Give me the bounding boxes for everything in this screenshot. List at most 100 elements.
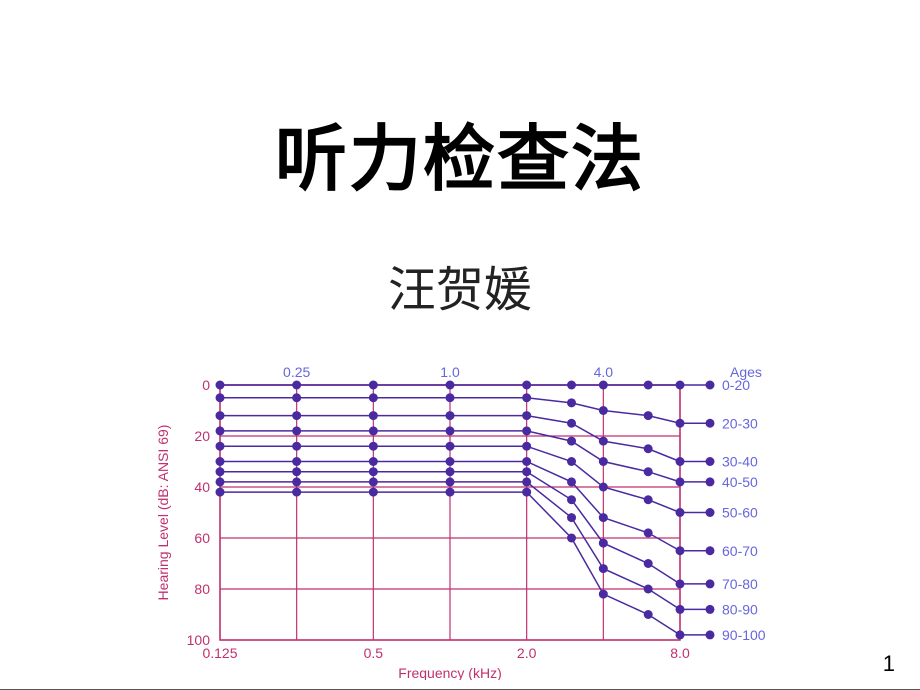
x-tick-top-label: 0.25 <box>283 364 310 380</box>
data-marker <box>599 483 608 492</box>
data-marker <box>216 411 225 420</box>
data-marker <box>369 426 378 435</box>
data-marker <box>216 477 225 486</box>
data-marker <box>599 406 608 415</box>
data-marker <box>567 437 576 446</box>
x-tick-bottom-label: 2.0 <box>517 645 537 661</box>
data-marker <box>446 442 455 451</box>
legend-label: 50-60 <box>722 505 758 521</box>
data-marker <box>216 393 225 402</box>
data-marker <box>567 534 576 543</box>
data-marker <box>644 585 653 594</box>
data-marker <box>599 564 608 573</box>
legend-label: 20-30 <box>722 415 758 431</box>
data-marker <box>567 477 576 486</box>
data-marker <box>599 513 608 522</box>
x-tick-top-label: 4.0 <box>594 364 614 380</box>
data-marker <box>522 411 531 420</box>
data-marker <box>644 559 653 568</box>
data-marker <box>522 488 531 497</box>
data-marker <box>644 495 653 504</box>
legend-label: 90-100 <box>722 627 766 643</box>
data-marker <box>216 426 225 435</box>
data-marker <box>522 457 531 466</box>
data-marker <box>644 411 653 420</box>
data-marker <box>292 477 301 486</box>
data-marker <box>369 477 378 486</box>
data-marker <box>567 495 576 504</box>
data-marker <box>567 398 576 407</box>
data-marker <box>522 477 531 486</box>
data-marker <box>522 467 531 476</box>
data-marker <box>599 457 608 466</box>
data-marker <box>446 477 455 486</box>
y-axis-label: Hearing Level (dB: ANSI 69) <box>155 425 171 601</box>
data-marker <box>446 381 455 390</box>
data-marker <box>599 381 608 390</box>
data-marker <box>369 381 378 390</box>
data-marker <box>369 488 378 497</box>
data-marker <box>292 457 301 466</box>
data-marker <box>292 426 301 435</box>
data-marker <box>446 426 455 435</box>
page-number: 1 <box>883 651 895 677</box>
data-marker <box>567 381 576 390</box>
data-marker <box>292 411 301 420</box>
data-marker <box>216 442 225 451</box>
x-tick-top-label: 1.0 <box>440 364 460 380</box>
y-tick-label: 60 <box>194 530 210 546</box>
data-marker <box>599 590 608 599</box>
x-axis-label: Frequency (kHz) <box>398 665 501 680</box>
slide-title: 听力检查法 <box>0 100 920 205</box>
y-tick-label: 80 <box>194 581 210 597</box>
data-marker <box>369 393 378 402</box>
legend-label: 70-80 <box>722 576 758 592</box>
data-marker <box>644 610 653 619</box>
data-marker <box>446 467 455 476</box>
x-tick-bottom-label: 0.5 <box>364 645 384 661</box>
y-tick-label: 40 <box>194 479 210 495</box>
data-marker <box>522 442 531 451</box>
data-marker <box>522 393 531 402</box>
data-marker <box>369 411 378 420</box>
data-marker <box>644 444 653 453</box>
data-marker <box>599 539 608 548</box>
slide-subtitle: 汪贺媛 <box>0 250 920 320</box>
data-marker <box>446 393 455 402</box>
data-marker <box>292 467 301 476</box>
data-marker <box>369 457 378 466</box>
data-marker <box>216 488 225 497</box>
data-marker <box>567 513 576 522</box>
data-marker <box>446 411 455 420</box>
data-marker <box>644 467 653 476</box>
data-marker <box>216 467 225 476</box>
data-marker <box>522 381 531 390</box>
legend-label: 60-70 <box>722 543 758 559</box>
legend-label: 30-40 <box>722 454 758 470</box>
data-marker <box>567 419 576 428</box>
legend-label: 80-90 <box>722 601 758 617</box>
data-marker <box>292 393 301 402</box>
y-tick-label: 0 <box>202 377 210 393</box>
data-marker <box>216 381 225 390</box>
data-marker <box>292 381 301 390</box>
x-tick-bottom-label: 0.125 <box>202 645 237 661</box>
data-marker <box>216 457 225 466</box>
data-marker <box>644 381 653 390</box>
legend-label: 40-50 <box>722 474 758 490</box>
data-marker <box>567 457 576 466</box>
data-marker <box>446 488 455 497</box>
x-tick-bottom-label: 8.0 <box>670 645 690 661</box>
data-marker <box>369 442 378 451</box>
data-marker <box>446 457 455 466</box>
audiogram-chart: 0204060801000.251.04.00.1250.52.08.0Hear… <box>150 360 810 680</box>
data-marker <box>292 488 301 497</box>
data-marker <box>369 467 378 476</box>
data-marker <box>292 442 301 451</box>
data-marker <box>522 426 531 435</box>
y-tick-label: 20 <box>194 428 210 444</box>
data-marker <box>644 528 653 537</box>
slide: 听力检查法 汪贺媛 0204060801000.251.04.00.1250.5… <box>0 0 920 690</box>
legend-label: 0-20 <box>722 377 750 393</box>
data-marker <box>599 437 608 446</box>
